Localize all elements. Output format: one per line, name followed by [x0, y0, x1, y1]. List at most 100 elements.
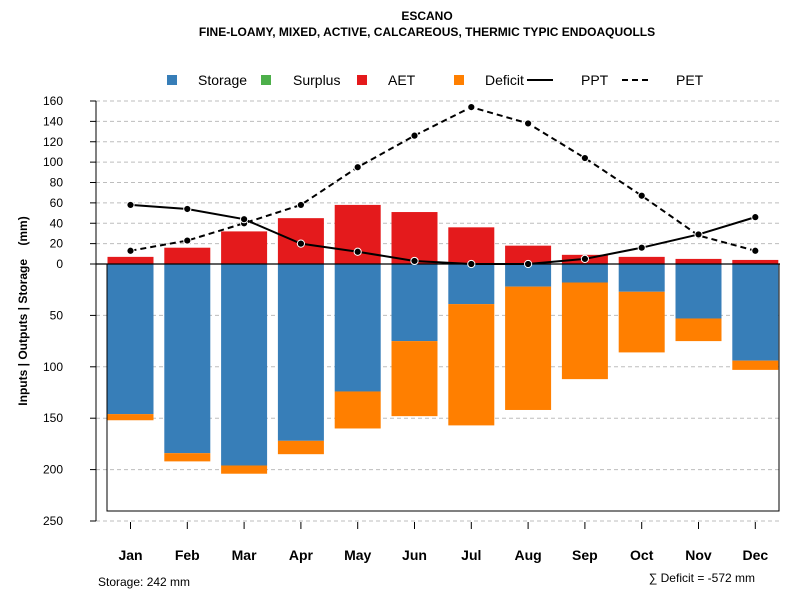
- x-tick-label: Jul: [461, 547, 481, 563]
- legend-swatch: [167, 75, 177, 85]
- legend-label: AET: [388, 72, 416, 88]
- ppt-point: [694, 230, 703, 239]
- storage-bar: [107, 264, 154, 415]
- storage-bar: [277, 264, 324, 441]
- x-tick-label: Oct: [630, 547, 654, 563]
- deficit-bar: [164, 453, 211, 462]
- x-tick-label: Dec: [742, 547, 768, 563]
- y-tick-label: 160: [43, 94, 63, 108]
- ppt-line: [130, 203, 756, 265]
- ppt-point: [296, 239, 305, 248]
- aet-bar: [618, 256, 665, 264]
- pet-point: [467, 103, 476, 112]
- pet-point: [637, 191, 646, 200]
- y-tick-label: 50: [50, 308, 64, 322]
- deficit-bar: [391, 341, 438, 417]
- legend-swatch: [357, 75, 367, 85]
- aet-bar: [221, 231, 268, 264]
- ppt-point: [240, 215, 249, 224]
- x-tick-label: Nov: [685, 547, 712, 563]
- y-tick-label: 140: [43, 114, 63, 128]
- chart-subtitle: FINE-LOAMY, MIXED, ACTIVE, CALCAREOUS, T…: [199, 25, 655, 39]
- chart-title: ESCANO: [401, 9, 452, 23]
- x-tick-label: May: [344, 547, 371, 563]
- pet-point: [296, 200, 305, 210]
- deficit-bar: [221, 465, 268, 474]
- y-tick-label: 100: [43, 155, 63, 169]
- y-axis-label: Inputs | Outputs | Storage (mm): [16, 216, 30, 405]
- deficit-bar: [505, 286, 552, 410]
- y-tick-label: 60: [50, 196, 64, 210]
- pet-point: [183, 236, 192, 245]
- ppt-point: [637, 243, 646, 252]
- pet-point: [353, 163, 362, 172]
- pet-point: [751, 246, 760, 255]
- x-tick-label: Feb: [175, 547, 200, 563]
- x-tick-label: Jun: [402, 547, 427, 563]
- deficit-bar: [618, 291, 665, 353]
- storage-bar: [164, 264, 211, 454]
- ppt-point: [126, 200, 135, 210]
- y-tick-label: 40: [50, 216, 64, 230]
- legend-swatch: [261, 75, 271, 85]
- storage-bar: [675, 264, 722, 319]
- pet-point: [524, 119, 533, 128]
- storage-bar: [732, 264, 779, 361]
- x-axis: Jan Feb Mar Apr May Jun Jul Aug Sep Oct Nov Dec: [118, 522, 768, 563]
- aet-bar: [675, 258, 722, 264]
- ppt-point: [580, 254, 590, 264]
- legend-label: Storage: [198, 72, 247, 88]
- pet-line: [130, 106, 756, 252]
- ppt-point: [410, 256, 419, 266]
- legend-label: Surplus: [293, 72, 340, 88]
- aet-bar: [164, 247, 211, 264]
- storage-bar: [505, 264, 552, 287]
- legend-label: PPT: [581, 72, 609, 88]
- legend-label: Deficit: [485, 72, 524, 88]
- pet-point: [580, 153, 590, 163]
- storage-bar: [448, 264, 495, 305]
- deficit-bar: [561, 282, 608, 380]
- aet-bar: [505, 245, 552, 264]
- x-tick-label: Jan: [118, 547, 142, 563]
- y-tick-label: 80: [50, 176, 64, 190]
- x-tick-label: Mar: [232, 547, 257, 563]
- deficit-bar: [277, 440, 324, 455]
- ppt-point: [353, 247, 362, 256]
- y-tick-label: 200: [43, 463, 63, 477]
- legend-swatch: [454, 75, 464, 85]
- bars: [107, 204, 779, 474]
- deficit-bar: [732, 360, 779, 370]
- deficit-bar: [675, 318, 722, 342]
- y-tick-label: 120: [43, 135, 63, 149]
- storage-bar: [391, 264, 438, 342]
- storage-bar: [561, 264, 608, 283]
- y-tick-label: 20: [50, 237, 64, 251]
- pet-point: [410, 131, 419, 140]
- x-tick-label: Apr: [289, 547, 314, 563]
- gridlines: [96, 100, 780, 522]
- storage-bar: [221, 264, 268, 466]
- deficit-bar: [334, 391, 381, 429]
- aet-bar: [391, 212, 438, 264]
- deficit-note: ∑ Deficit = -572 mm: [649, 571, 755, 585]
- storage-bar: [618, 264, 665, 292]
- aet-bar: [107, 256, 154, 264]
- storage-note: Storage: 242 mm: [98, 575, 190, 589]
- ppt-point: [524, 259, 533, 269]
- aet-bar: [732, 259, 779, 264]
- deficit-bar: [107, 414, 154, 421]
- pet-point: [126, 246, 135, 255]
- legend: Storage Surplus AET Deficit PPT PET: [167, 72, 704, 88]
- y-tick-label: 0: [56, 257, 63, 271]
- ppt-point: [751, 213, 760, 222]
- y-tick-label: 150: [43, 411, 63, 425]
- ppt-point: [183, 204, 192, 214]
- storage-bar: [334, 264, 381, 392]
- x-tick-label: Sep: [572, 547, 598, 563]
- y-tick-label: 250: [43, 514, 63, 528]
- deficit-bar: [448, 304, 495, 426]
- legend-label: PET: [676, 72, 704, 88]
- x-tick-label: Aug: [514, 547, 541, 563]
